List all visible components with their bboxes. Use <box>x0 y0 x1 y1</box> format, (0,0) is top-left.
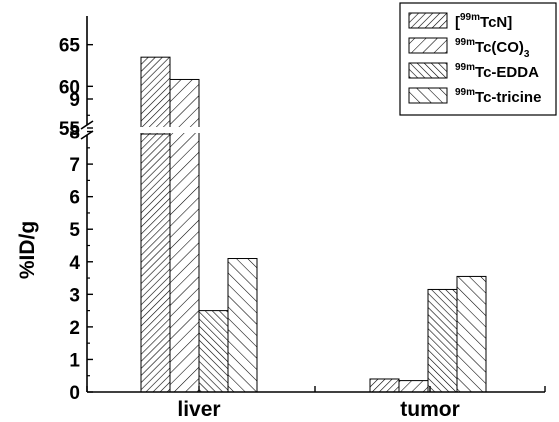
bar-liver-series-1 <box>169 78 200 393</box>
bar-liver-series-2 <box>198 310 229 393</box>
bars-group <box>130 56 487 393</box>
y-tick-label-7: 7 <box>69 155 80 176</box>
legend-swatch-2 <box>408 62 448 79</box>
y-tick-label-0: 0 <box>69 383 80 404</box>
y-tick-label-1: 1 <box>69 350 80 371</box>
y-tick-label-5: 5 <box>69 220 80 241</box>
axis-break-gap <box>130 127 210 133</box>
bar-tumor-series-2 <box>427 288 458 393</box>
y-ticks-group: 0 1 2 3 4 5 6 7 8 9 55 60 65 <box>59 36 93 404</box>
y-tick-label-65: 65 <box>59 36 81 57</box>
legend-swatch-3 <box>408 87 448 104</box>
axis-break-mark-upper <box>80 120 94 130</box>
legend-swatch-1 <box>408 37 448 54</box>
legend-label-0: [99mTcN] <box>455 12 512 31</box>
axes-group <box>80 16 546 393</box>
bar-tumor-series-1 <box>398 380 429 393</box>
y-tick-label-9: 9 <box>69 90 80 111</box>
y-tick-label-6: 6 <box>69 188 80 209</box>
y-axis-label: %ID/g <box>16 221 39 279</box>
legend: [99mTcN] 99mTc(CO)3 99mTc-EDDA 99mTc-tricin… <box>399 2 557 116</box>
y-tick-label-60: 60 <box>59 77 80 98</box>
legend-label-1: 99mTc(CO)3 <box>455 37 530 60</box>
axis-break-mark-lower <box>80 130 94 140</box>
y-tick-label-3: 3 <box>69 285 80 306</box>
bar-tumor-series-3 <box>456 275 487 393</box>
y-tick-label-8: 8 <box>69 123 80 144</box>
legend-swatch-0 <box>408 12 448 29</box>
bar-liver-series-3 <box>227 258 258 393</box>
legend-label-3: 99mTc-tricine <box>455 87 541 106</box>
y-tick-label-2: 2 <box>69 318 80 339</box>
x-category-label-tumor: tumor <box>400 398 460 421</box>
x-category-label-liver: liver <box>177 398 220 421</box>
y-tick-label-4: 4 <box>69 253 80 274</box>
bar-tumor-series-0 <box>369 378 400 393</box>
y-tick-label-55: 55 <box>59 119 81 140</box>
bar-liver-series-0-upper <box>140 56 171 135</box>
legend-label-2: 99mTc-EDDA <box>455 62 539 81</box>
x-categories-group: liver tumor <box>177 398 459 421</box>
